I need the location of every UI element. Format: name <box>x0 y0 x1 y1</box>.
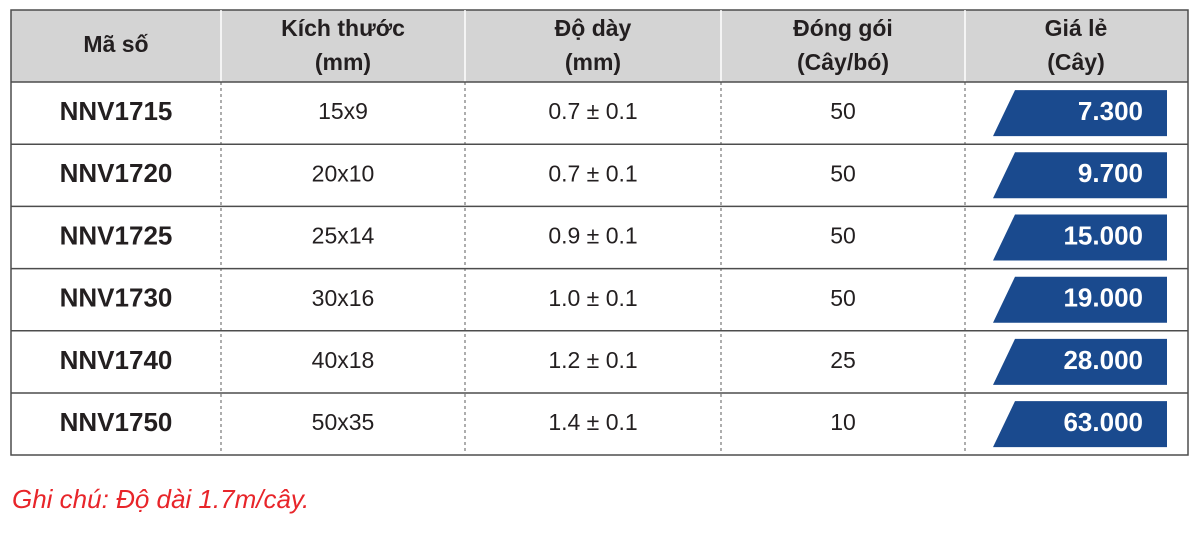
price-badge <box>993 401 1167 448</box>
header-cell: Đóng gói <box>793 15 893 41</box>
data-cell: 20x10 <box>312 160 375 186</box>
price-cell: 63.000 <box>1063 407 1143 437</box>
data-cell: 0.7 ± 0.1 <box>548 160 637 186</box>
header-cell: (mm) <box>315 49 371 75</box>
data-cell: 1.0 ± 0.1 <box>548 285 637 311</box>
table-border <box>10 9 1189 456</box>
data-cell: 0.9 ± 0.1 <box>548 223 637 249</box>
data-cell: 1.2 ± 0.1 <box>548 347 637 373</box>
header-cell: Giá lẻ <box>1045 15 1108 41</box>
header-cell: (mm) <box>565 49 621 75</box>
code-cell: NNV1730 <box>60 283 173 313</box>
data-cell: 50 <box>830 98 856 124</box>
price-badge <box>993 338 1167 385</box>
code-cell: NNV1720 <box>60 158 173 188</box>
price-badge <box>993 214 1167 261</box>
code-cell: NNV1715 <box>60 96 173 126</box>
header-cell: Mã số <box>83 31 148 57</box>
note: Ghi chú: Độ dài 1.7m/cây. <box>12 484 309 514</box>
price-cell: 19.000 <box>1063 283 1143 313</box>
code-cell: NNV1725 <box>60 220 173 250</box>
code-cell: NNV1740 <box>60 345 173 375</box>
price-badge <box>993 276 1167 323</box>
price-badge <box>993 90 1167 137</box>
data-cell: 10 <box>830 409 856 435</box>
data-cell: 50x35 <box>312 409 375 435</box>
price-badge <box>993 152 1167 199</box>
data-cell: 50 <box>830 285 856 311</box>
header-cell: Độ dày <box>555 15 632 41</box>
data-cell: 50 <box>830 160 856 186</box>
data-cell: 50 <box>830 223 856 249</box>
header-cell: (Cây) <box>1047 49 1105 75</box>
data-cell: 0.7 ± 0.1 <box>548 98 637 124</box>
price-cell: 15.000 <box>1063 220 1143 250</box>
code-cell: NNV1750 <box>60 407 173 437</box>
data-cell: 30x16 <box>312 285 375 311</box>
header-cell: (Cây/bó) <box>797 49 889 75</box>
grid-lines <box>11 10 1188 455</box>
data-cell: 1.4 ± 0.1 <box>548 409 637 435</box>
header-background <box>11 10 1188 82</box>
data-cell: 25 <box>830 347 856 373</box>
table-content: Mã số Kích thước (mm) Độ dày (mm) Đóng gói (Câ… <box>60 15 1167 448</box>
price-cell: 28.000 <box>1063 345 1143 375</box>
price-cell: 9.700 <box>1078 158 1143 188</box>
header-cell: Kích thước <box>281 15 405 41</box>
data-cell: 15x9 <box>318 98 368 124</box>
data-cell: 25x14 <box>312 223 375 249</box>
data-cell: 40x18 <box>312 347 375 373</box>
price-cell: 7.300 <box>1078 96 1143 126</box>
